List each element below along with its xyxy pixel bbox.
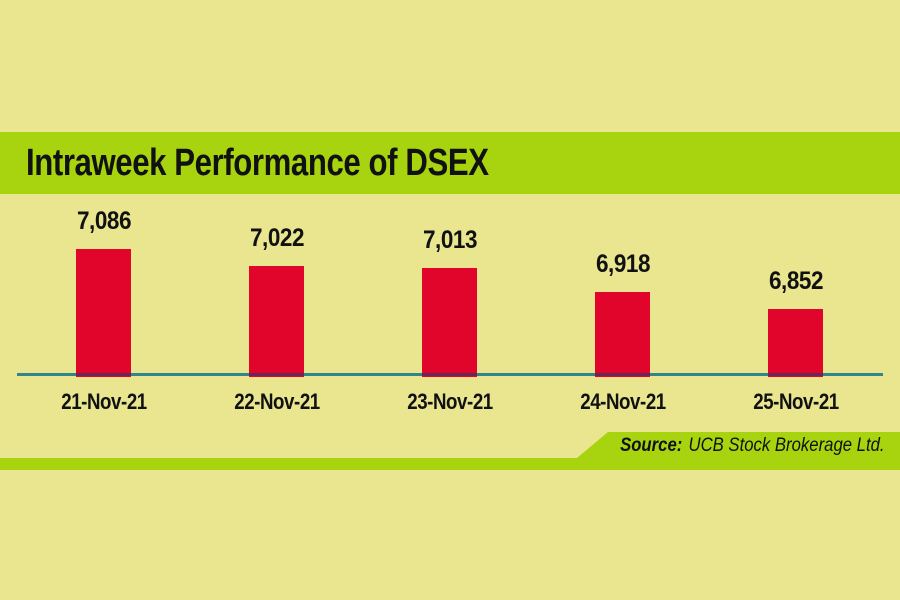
bar-axis-overlap bbox=[249, 373, 304, 376]
x-tick-label: 24-Nov-21 bbox=[579, 389, 666, 414]
source-label: Source: bbox=[620, 435, 683, 456]
source-text-group: Source: UCB Stock Brokerage Ltd. bbox=[620, 433, 885, 457]
x-tick-label: 25-Nov-21 bbox=[752, 389, 839, 414]
bar-axis-overlap bbox=[595, 373, 650, 376]
bar bbox=[595, 292, 650, 377]
x-tick-label: 22-Nov-21 bbox=[233, 389, 320, 414]
source-ribbon: Source: UCB Stock Brokerage Ltd. bbox=[577, 432, 900, 458]
bar-value-label: 7,086 bbox=[76, 207, 131, 235]
bar-value-label: 6,852 bbox=[768, 267, 823, 295]
bar bbox=[422, 268, 477, 377]
chart-title: Intraweek Performance of DSEX bbox=[26, 142, 489, 184]
title-bar: Intraweek Performance of DSEX bbox=[0, 132, 900, 194]
bar-value-label: 7,013 bbox=[422, 226, 477, 254]
bar bbox=[249, 266, 304, 377]
source-text: UCB Stock Brokerage Ltd. bbox=[688, 435, 885, 456]
bar-axis-overlap bbox=[422, 373, 477, 376]
bar-axis-overlap bbox=[768, 373, 823, 376]
x-tick-label: 23-Nov-21 bbox=[406, 389, 493, 414]
x-tick-label: 21-Nov-21 bbox=[60, 389, 147, 414]
bar-value-label: 6,918 bbox=[595, 250, 650, 278]
bar-axis-overlap bbox=[76, 373, 131, 376]
bar-value-label: 7,022 bbox=[249, 224, 304, 252]
source-strip bbox=[0, 458, 900, 470]
bar bbox=[768, 309, 823, 377]
bar bbox=[76, 249, 131, 377]
